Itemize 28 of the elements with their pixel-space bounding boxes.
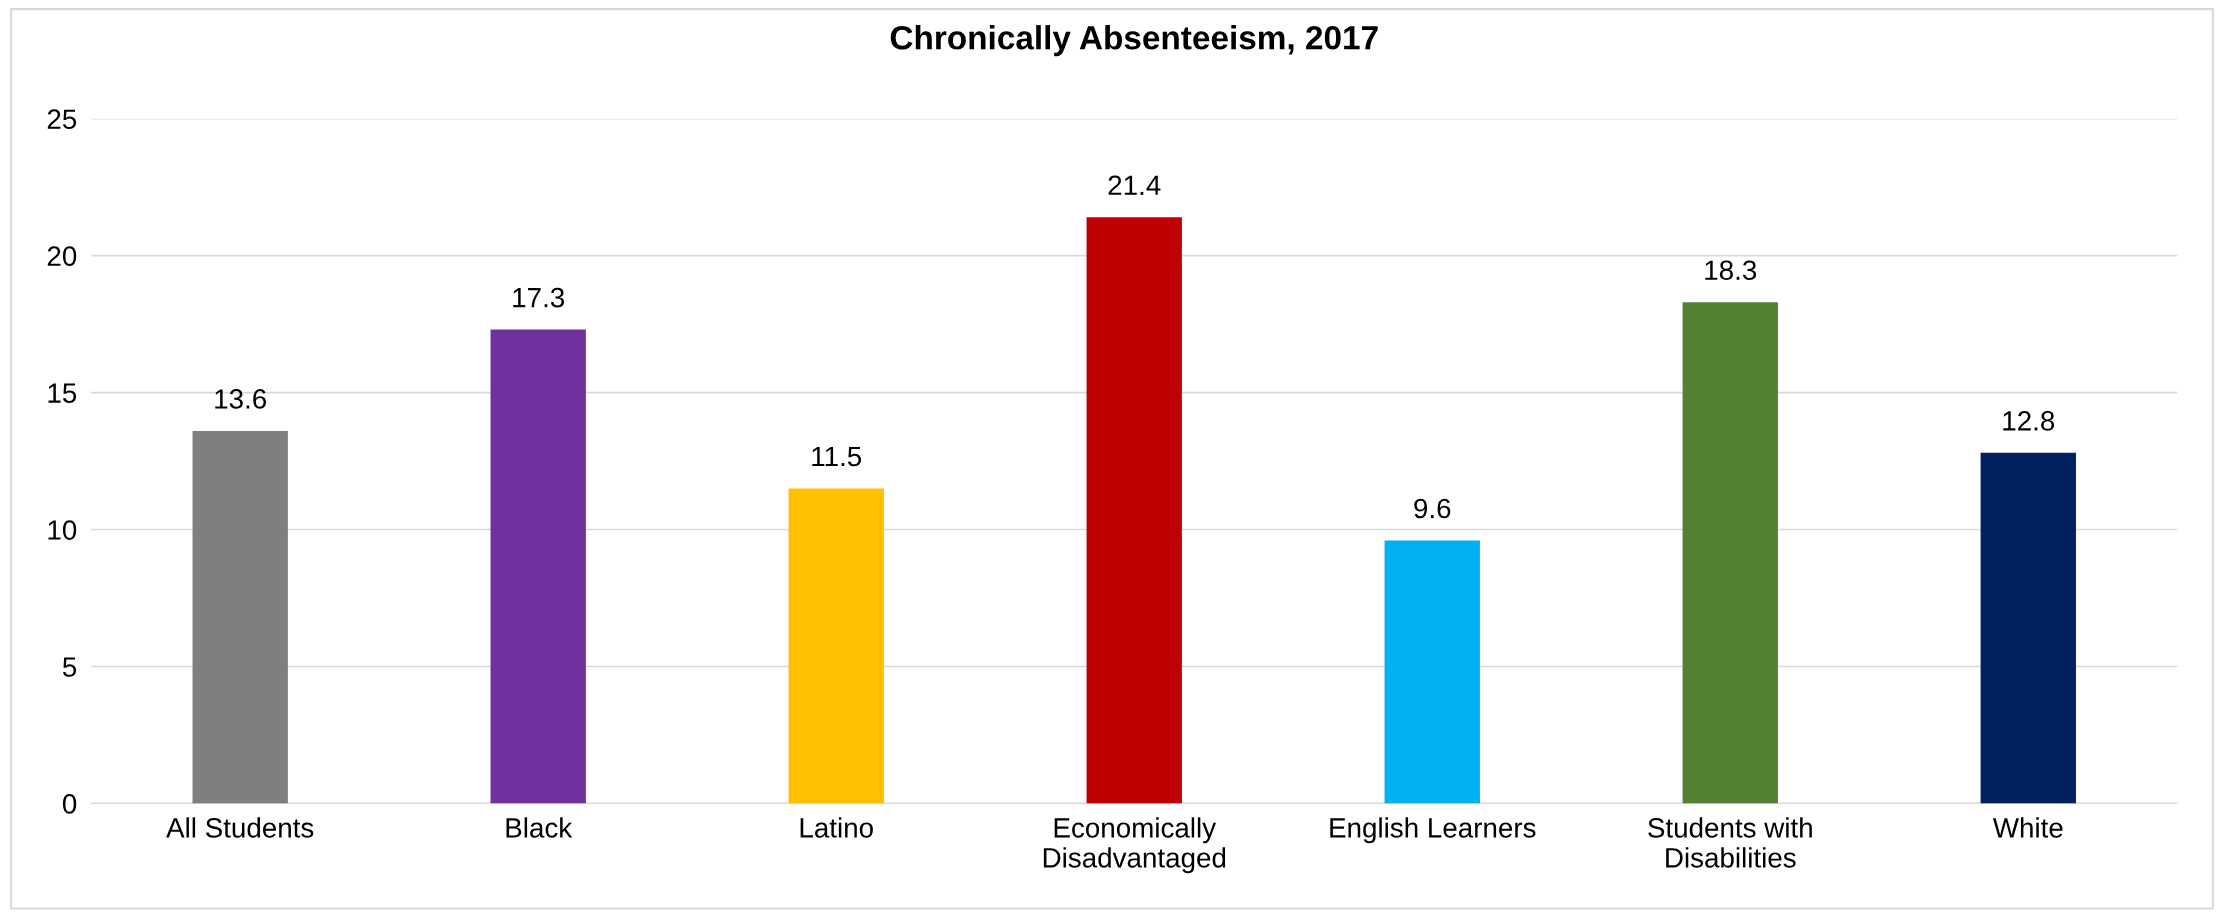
bar	[1682, 302, 1778, 804]
bar	[1980, 452, 2076, 804]
bar	[490, 329, 586, 804]
x-tick-label: All Students	[166, 817, 314, 838]
data-label: 9.6	[1414, 498, 1451, 519]
y-tick-label: 0	[62, 794, 77, 814]
y-tick-label: 25	[47, 109, 77, 130]
y-tick-label: 20	[47, 246, 77, 266]
data-label: 12.8	[2003, 411, 2055, 431]
data-label: 13.6	[215, 389, 267, 409]
x-tick-label: Latino	[800, 817, 873, 838]
x-tick-label: English Learners	[1330, 817, 1536, 844]
bar	[192, 430, 288, 804]
data-label: 17.3	[513, 287, 565, 308]
bar	[1086, 217, 1182, 804]
chart-title: Chronically Absenteeism, 2017	[890, 25, 1378, 57]
x-tick-label: Students with Disabilities	[1648, 817, 1812, 868]
bar	[788, 488, 884, 804]
data-label: 18.3	[1705, 260, 1757, 281]
data-label: 11.5	[812, 446, 862, 467]
bar	[1384, 540, 1480, 804]
data-label: 21.4	[1108, 175, 1161, 195]
y-tick-label: 5	[62, 657, 77, 677]
y-tick-label: 10	[48, 520, 77, 540]
x-tick-label: White	[1992, 817, 2063, 838]
x-tick-label: Economically Disadvantaged	[1043, 817, 1226, 874]
y-tick-label: 15	[48, 383, 77, 403]
x-tick-label: Black	[506, 817, 573, 838]
